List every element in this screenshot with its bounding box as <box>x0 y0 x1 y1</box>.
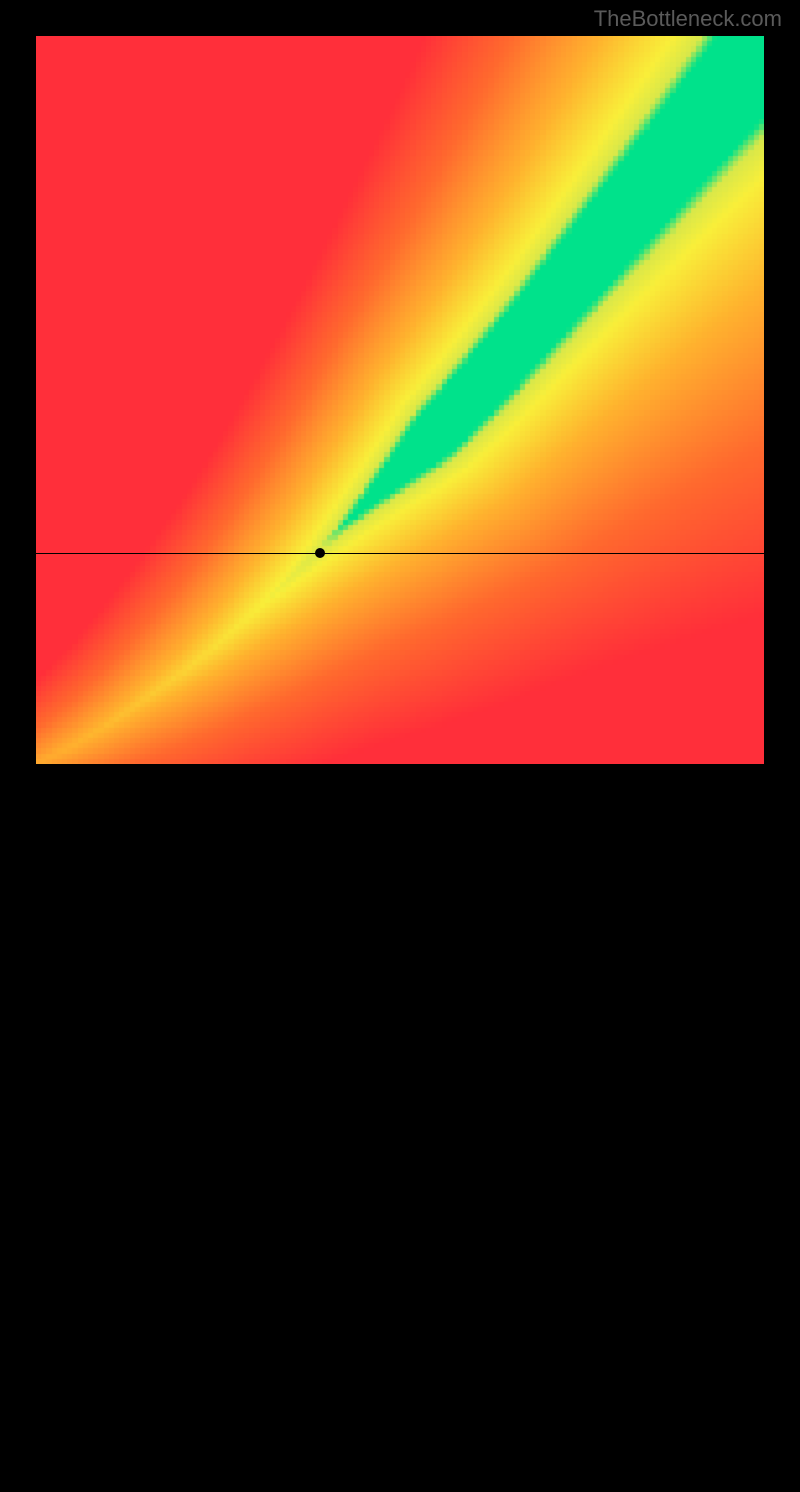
crosshair-marker <box>315 548 325 558</box>
crosshair-vertical <box>320 764 321 1492</box>
plot-area <box>36 36 764 764</box>
watermark-text: TheBottleneck.com <box>594 6 782 32</box>
crosshair-horizontal <box>36 553 764 554</box>
heatmap-canvas <box>36 36 764 764</box>
